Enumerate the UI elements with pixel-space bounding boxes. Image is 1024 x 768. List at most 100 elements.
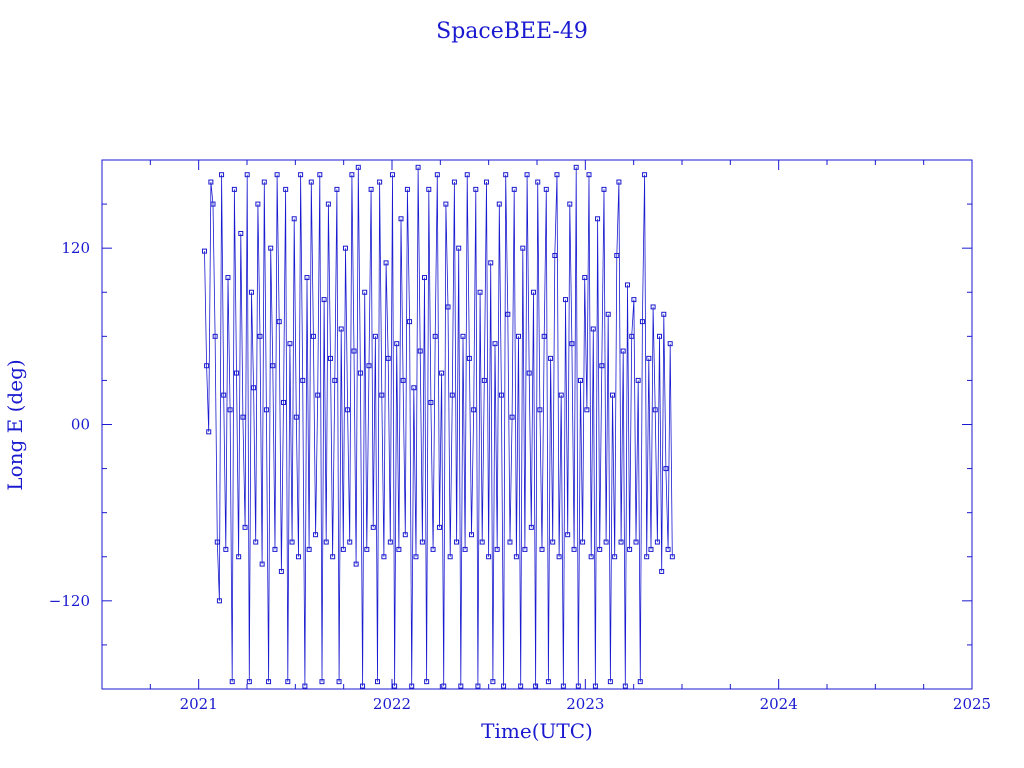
data-point xyxy=(366,363,372,369)
chart-title: SpaceBEE-49 xyxy=(436,19,588,44)
data-point xyxy=(340,546,346,552)
data-point xyxy=(360,683,366,689)
data-point xyxy=(231,186,237,192)
data-point xyxy=(345,407,351,413)
data-point xyxy=(214,539,220,545)
series-line xyxy=(204,167,673,687)
data-point xyxy=(328,355,334,361)
data-point xyxy=(530,289,536,295)
data-point xyxy=(383,260,389,266)
data-point xyxy=(404,186,410,192)
data-point xyxy=(565,532,571,538)
data-point xyxy=(479,539,485,545)
data-point xyxy=(631,297,637,303)
data-point xyxy=(635,377,641,383)
data-point xyxy=(357,370,363,376)
data-point xyxy=(268,245,274,251)
data-point xyxy=(663,466,669,472)
data-point xyxy=(304,275,310,281)
data-point xyxy=(336,679,342,685)
data-point xyxy=(293,414,299,420)
ticks xyxy=(101,159,973,690)
data-point xyxy=(381,554,387,560)
data-point xyxy=(483,179,489,185)
data-point xyxy=(569,341,575,347)
data-point xyxy=(592,683,598,689)
data-point xyxy=(248,289,254,295)
data-point xyxy=(298,172,304,178)
data-point xyxy=(347,539,353,545)
data-point xyxy=(488,260,494,266)
data-point xyxy=(402,532,408,538)
data-point xyxy=(520,245,526,251)
data-point xyxy=(541,333,547,339)
data-point xyxy=(657,333,663,339)
data-point xyxy=(432,333,438,339)
data-point xyxy=(306,546,312,552)
data-point xyxy=(238,230,244,236)
data-point xyxy=(338,326,344,332)
data-point xyxy=(387,539,393,545)
data-point xyxy=(477,289,483,295)
data-point xyxy=(310,333,316,339)
data-point xyxy=(276,319,282,325)
data-point xyxy=(659,568,665,574)
data-point xyxy=(317,172,323,178)
data-point xyxy=(518,683,524,689)
data-point xyxy=(545,679,551,685)
data-point xyxy=(473,186,479,192)
data-point xyxy=(535,179,541,185)
data-point xyxy=(462,546,468,552)
data-point xyxy=(471,407,477,413)
data-point xyxy=(622,683,628,689)
data-point xyxy=(308,179,314,185)
data-point xyxy=(377,179,383,185)
data-point xyxy=(206,429,212,435)
data-point xyxy=(516,333,522,339)
data-point xyxy=(321,297,327,303)
data-point xyxy=(441,683,447,689)
x-tick-label: 2021 xyxy=(180,695,218,713)
x-tick-label: 2025 xyxy=(953,695,991,713)
data-point xyxy=(255,201,261,207)
x-tick-labels: 2021 2022 2023 2024 2025 xyxy=(180,695,992,713)
data-point xyxy=(212,333,218,339)
data-point xyxy=(221,392,227,398)
data-point xyxy=(253,539,259,545)
data-point xyxy=(646,355,652,361)
data-point xyxy=(548,355,554,361)
data-point xyxy=(652,407,658,413)
data-point xyxy=(272,546,278,552)
data-point xyxy=(601,186,607,192)
data-point xyxy=(375,679,381,685)
data-point xyxy=(287,341,293,347)
data-point xyxy=(481,377,487,383)
data-point xyxy=(550,539,556,545)
y-tick-label: 00 xyxy=(71,416,90,434)
data-point xyxy=(501,683,507,689)
data-point xyxy=(385,355,391,361)
data-point xyxy=(618,539,624,545)
data-point xyxy=(637,679,643,685)
data-point xyxy=(466,355,472,361)
data-point xyxy=(590,326,596,332)
x-axis-label: Time(UTC) xyxy=(481,719,593,743)
data-point xyxy=(323,539,329,545)
data-point xyxy=(456,245,462,251)
data-point xyxy=(424,679,430,685)
data-point xyxy=(234,370,240,376)
data-point xyxy=(511,186,517,192)
data-point xyxy=(650,304,656,310)
data-point xyxy=(507,539,513,545)
data-point xyxy=(302,683,308,689)
data-point xyxy=(492,341,498,347)
data-point xyxy=(227,407,233,413)
data-point xyxy=(229,679,235,685)
data-point xyxy=(595,216,601,222)
data-point xyxy=(426,186,432,192)
data-point xyxy=(607,679,613,685)
data-point xyxy=(498,392,504,398)
data-point xyxy=(612,554,618,560)
data-point xyxy=(644,554,650,560)
data-point xyxy=(364,546,370,552)
